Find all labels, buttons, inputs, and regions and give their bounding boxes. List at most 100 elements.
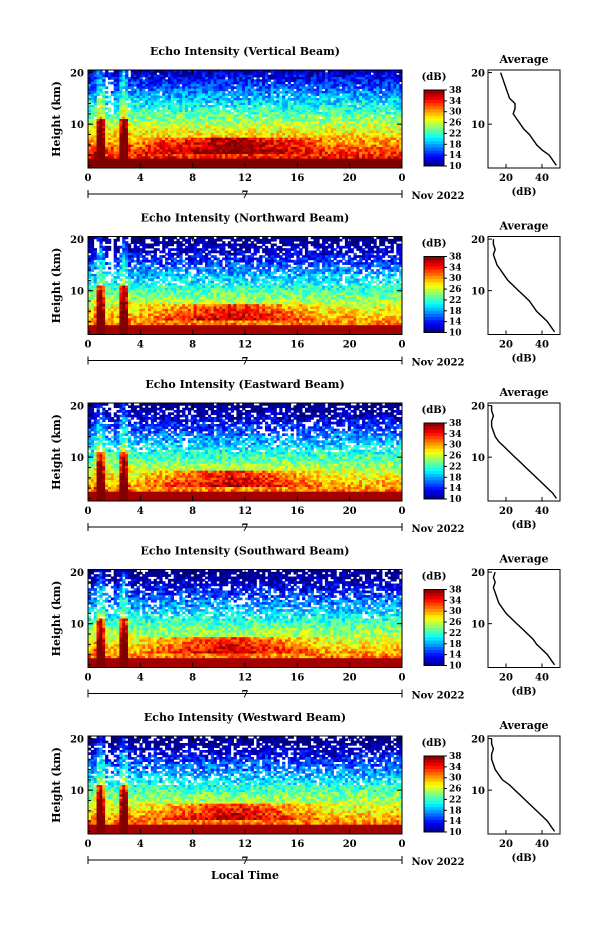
heatmap-cell <box>262 158 266 162</box>
heatmap-cell <box>136 79 140 83</box>
heatmap-cell <box>90 320 95 324</box>
heatmap-cell <box>165 88 169 92</box>
heatmap-cell <box>156 119 160 122</box>
heatmap-cell <box>262 151 266 155</box>
heatmap-cell <box>90 262 95 265</box>
heatmap-cell <box>107 311 112 314</box>
heatmap-cell <box>384 74 389 78</box>
heatmap-cell <box>253 123 257 127</box>
heatmap-cell <box>119 158 123 162</box>
heatmap-cell <box>170 70 175 73</box>
heatmap-cell <box>113 79 117 83</box>
heatmap-cell <box>96 299 100 303</box>
heatmap-cell <box>270 86 274 90</box>
heatmap-cell <box>379 133 383 136</box>
heatmap-cell <box>302 77 306 80</box>
heatmap-cell <box>307 74 312 78</box>
heatmap-cell <box>264 91 269 94</box>
heatmap-cell <box>362 126 366 129</box>
heatmap-cell <box>299 95 303 99</box>
heatmap-cell <box>270 142 274 146</box>
heatmap-cell <box>210 70 214 73</box>
heatmap-cell <box>102 278 106 282</box>
heatmap-cell <box>105 271 109 275</box>
heatmap-cell <box>299 116 303 120</box>
heatmap-cell <box>336 100 340 104</box>
heatmap-cell <box>227 91 232 94</box>
heatmap-cell <box>359 142 363 146</box>
heatmap-cell <box>119 91 123 94</box>
heatmap-cell <box>353 91 357 94</box>
heatmap-cell <box>107 304 112 307</box>
heatmap-cell <box>250 95 254 99</box>
heatmap-cell <box>122 128 126 132</box>
heatmap-cell <box>167 133 172 136</box>
heatmap-cell <box>270 100 274 104</box>
heatmap-cell <box>105 128 109 132</box>
heatmap-cell <box>187 84 192 87</box>
heatmap-cell <box>107 133 112 136</box>
heatmap-cell <box>170 144 175 148</box>
heatmap-cell <box>142 158 146 162</box>
heatmap-cell <box>105 301 109 305</box>
heatmap-cell <box>316 121 320 125</box>
heatmap-cell <box>262 128 266 132</box>
heatmap-cell <box>185 121 189 125</box>
heatmap-cell <box>316 123 320 127</box>
heatmap-cell <box>353 163 357 167</box>
heatmap-cell <box>239 105 243 108</box>
heatmap-cell <box>282 95 286 99</box>
heatmap-cell <box>304 79 309 83</box>
heatmap-cell <box>279 114 283 118</box>
heatmap-cell <box>296 79 300 83</box>
heatmap-cell <box>304 130 309 134</box>
heatmap-cell <box>304 140 309 143</box>
heatmap-cell <box>167 88 172 92</box>
heatmap-cell <box>202 70 206 73</box>
heatmap-cell <box>322 126 326 129</box>
heatmap-cell <box>262 147 266 150</box>
heatmap-cell <box>373 147 377 150</box>
heatmap-cell <box>299 144 303 148</box>
heatmap-cell <box>336 105 340 108</box>
heatmap-cell <box>379 135 383 139</box>
heatmap-cell <box>342 130 346 134</box>
heatmap-cell <box>187 135 192 139</box>
heatmap-cell <box>156 79 160 83</box>
heatmap-cell <box>96 114 100 118</box>
heatmap-cell <box>367 119 371 122</box>
heatmap-cell <box>284 116 289 120</box>
heatmap-cell <box>302 151 306 155</box>
heatmap-cell <box>236 161 240 164</box>
heatmap-cell <box>324 79 329 83</box>
heatmap-cell <box>165 116 169 120</box>
colorbar-tick-label: 14 <box>449 151 462 161</box>
heatmap-cell <box>227 112 232 115</box>
heatmap-cell <box>116 107 120 111</box>
heatmap-cell <box>145 156 149 160</box>
heatmap-cell <box>107 248 112 251</box>
heatmap-cell <box>313 133 317 136</box>
heatmap-cell <box>205 154 209 157</box>
heatmap-cell <box>364 137 369 141</box>
heatmap-cell <box>139 77 143 80</box>
heatmap-cell <box>344 133 349 136</box>
heatmap-cell <box>350 107 354 111</box>
heatmap-cell <box>282 119 286 122</box>
heatmap-cell <box>279 121 283 125</box>
heatmap-cell <box>336 93 340 97</box>
heatmap-cell <box>339 123 343 127</box>
heatmap-cell <box>353 140 357 143</box>
heatmap-cell <box>147 137 152 141</box>
heatmap-cell <box>344 121 349 125</box>
heatmap-cell <box>353 109 357 113</box>
heatmap-cell <box>253 130 257 134</box>
heatmap-cell <box>296 100 300 104</box>
heatmap-cell <box>99 332 103 335</box>
heatmap-cell <box>136 74 140 78</box>
heatmap-cell <box>267 126 272 129</box>
heatmap-cell <box>384 144 389 148</box>
heatmap-cell <box>284 114 289 118</box>
heatmap-cell <box>167 81 172 85</box>
heatmap-cell <box>233 105 237 108</box>
